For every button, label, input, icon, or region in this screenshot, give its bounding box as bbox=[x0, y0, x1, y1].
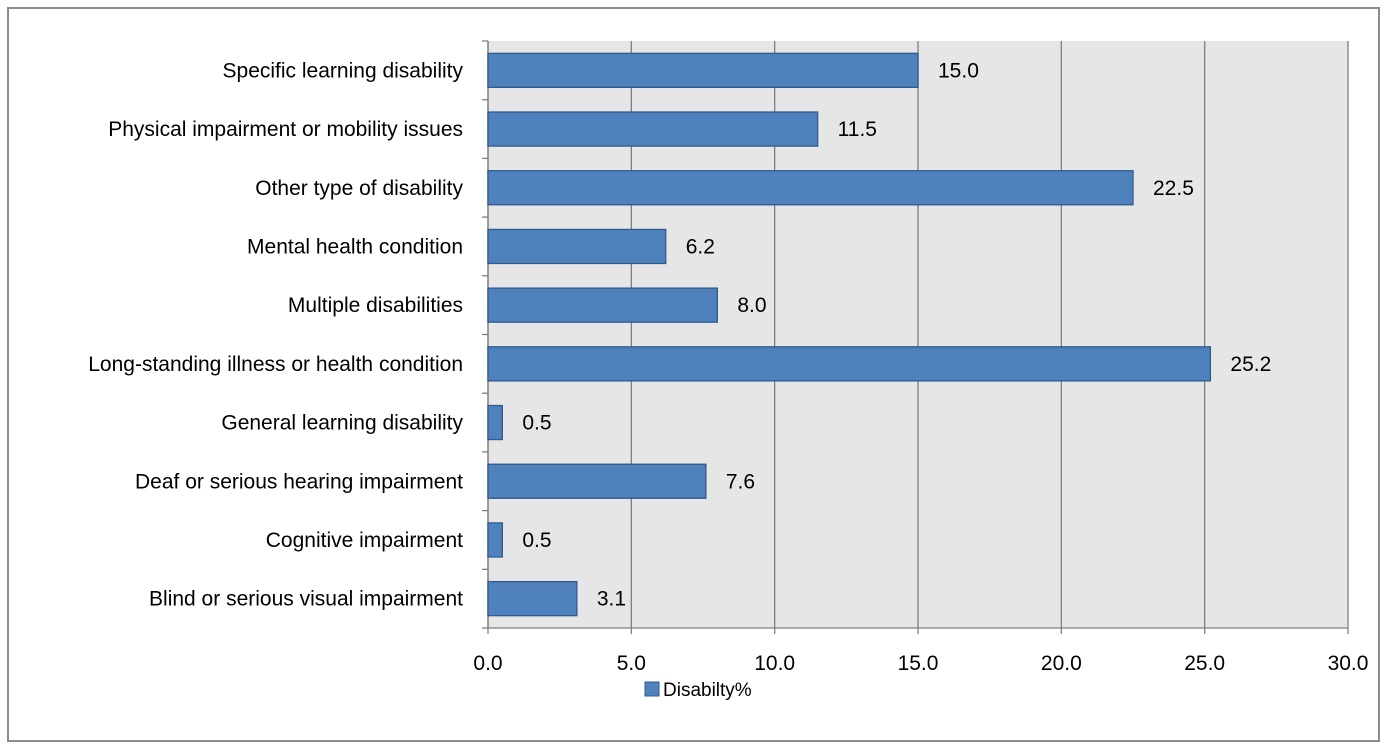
x-tick-label: 20.0 bbox=[1041, 652, 1082, 675]
bar[interactable] bbox=[487, 228, 667, 265]
data-label: 8.0 bbox=[737, 294, 766, 317]
data-label: 3.1 bbox=[597, 588, 626, 611]
data-label: 0.5 bbox=[522, 412, 551, 435]
category-label: Cognitive impairment bbox=[266, 529, 463, 552]
data-label: 15.0 bbox=[938, 59, 979, 82]
category-label: Physical impairment or mobility issues bbox=[108, 118, 463, 141]
bar[interactable] bbox=[487, 580, 578, 617]
data-label: 11.5 bbox=[838, 118, 877, 141]
category-label: Multiple disabilities bbox=[288, 294, 463, 317]
legend-label: Disabilty% bbox=[663, 680, 752, 701]
category-label: Deaf or serious hearing impairment bbox=[135, 470, 463, 493]
category-label: Specific learning disability bbox=[223, 59, 464, 82]
data-label: 22.5 bbox=[1153, 177, 1194, 200]
bar[interactable] bbox=[487, 111, 819, 147]
bar[interactable] bbox=[487, 463, 707, 499]
data-label: 7.6 bbox=[726, 470, 755, 493]
x-tick-label: 10.0 bbox=[754, 652, 795, 675]
bar[interactable] bbox=[487, 170, 1134, 206]
x-tick-label: 15.0 bbox=[898, 652, 939, 675]
x-tick-label: 0.0 bbox=[473, 652, 502, 675]
category-label: Mental health condition bbox=[247, 235, 463, 258]
category-label: Long-standing illness or health conditio… bbox=[88, 353, 463, 376]
data-label: 25.2 bbox=[1230, 353, 1271, 376]
bar[interactable] bbox=[487, 404, 503, 441]
category-label: General learning disability bbox=[221, 412, 463, 435]
x-tick-label: 5.0 bbox=[617, 652, 646, 675]
bar[interactable] bbox=[487, 346, 1212, 382]
bar[interactable] bbox=[487, 52, 919, 89]
x-tick-label: 25.0 bbox=[1184, 652, 1225, 675]
data-label: 0.5 bbox=[522, 529, 551, 552]
category-label: Blind or serious visual impairment bbox=[149, 588, 463, 611]
data-label: 6.2 bbox=[686, 235, 715, 258]
legend-swatch bbox=[644, 681, 660, 697]
category-label: Other type of disability bbox=[255, 177, 463, 200]
bar[interactable] bbox=[487, 522, 503, 558]
x-tick-label: 30.0 bbox=[1328, 652, 1369, 675]
bar[interactable] bbox=[487, 287, 718, 323]
